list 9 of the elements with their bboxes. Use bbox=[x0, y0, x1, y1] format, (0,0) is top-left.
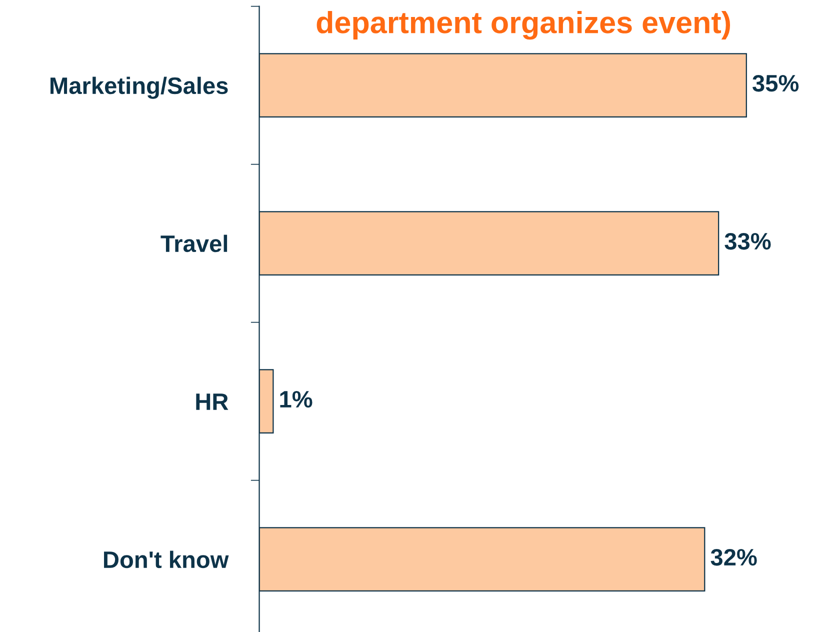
chart-title: department organizes event) bbox=[316, 10, 730, 40]
data-label: 32% bbox=[710, 548, 757, 566]
data-label: 1% bbox=[280, 391, 312, 408]
y-tick-label: HR bbox=[196, 394, 228, 410]
y-tick-label: Travel bbox=[160, 234, 228, 252]
y-tick-label: Don't know bbox=[104, 550, 229, 568]
data-label: 35% bbox=[752, 74, 799, 92]
y-tick-label: Marketing/Sales bbox=[50, 76, 228, 99]
data-label: 33% bbox=[724, 232, 771, 250]
